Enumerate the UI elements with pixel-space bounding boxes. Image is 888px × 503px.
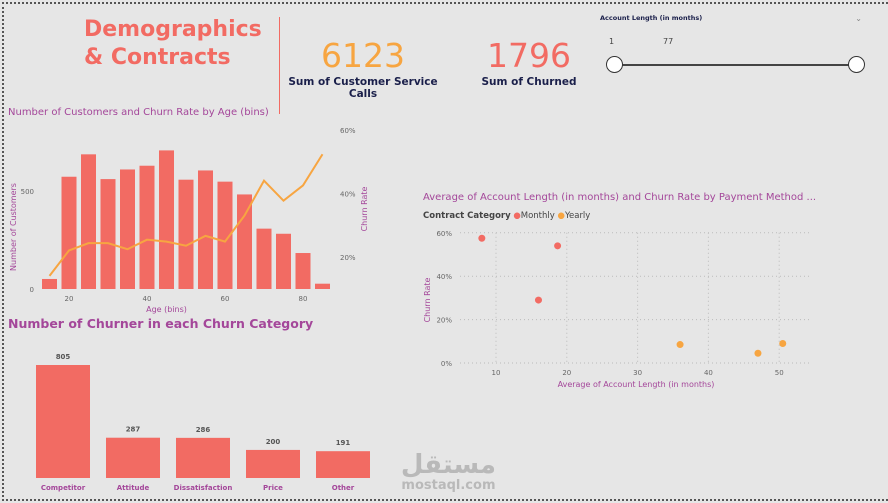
age-bar xyxy=(120,169,135,289)
y2-tick: 60% xyxy=(340,127,356,135)
age-bar xyxy=(217,181,233,289)
slider-track[interactable] xyxy=(614,64,856,66)
category-label: Other xyxy=(332,484,355,492)
x-tick: 40 xyxy=(704,369,713,377)
age-bar xyxy=(295,253,311,289)
category-label: Price xyxy=(263,484,283,492)
scatter-legend: Contract Category ●Monthly ●Yearly xyxy=(423,211,590,221)
category-chart-title: Number of Churner in each Churn Category xyxy=(8,316,314,331)
age-bar xyxy=(61,176,77,289)
scatter-point-yearly xyxy=(676,341,684,349)
y-axis-label: Churn Rate xyxy=(423,278,432,323)
y-tick: 0% xyxy=(441,360,452,368)
kpi-churned: 1796 Sum of Churned xyxy=(470,36,588,88)
x-tick: 50 xyxy=(775,369,784,377)
scatter-chart-title: Average of Account Length (in months) an… xyxy=(423,192,817,203)
age-bar xyxy=(139,165,155,289)
kpi-value: 6123 xyxy=(321,36,405,75)
y-tick: 0 xyxy=(30,286,34,294)
slider-max-handle[interactable] xyxy=(848,56,865,73)
category-bar xyxy=(106,437,160,478)
legend-monthly[interactable]: Monthly xyxy=(520,211,555,221)
data-label: 200 xyxy=(266,438,281,446)
slicer-max-input[interactable]: 77 xyxy=(663,37,674,46)
age-bar xyxy=(256,228,272,289)
title-line1: Demographics xyxy=(84,17,262,42)
legend-yearly[interactable]: Yearly xyxy=(564,211,591,221)
data-label: 191 xyxy=(336,439,351,447)
x-axis-label: Average of Account Length (in months) xyxy=(558,380,715,389)
slider-min-handle[interactable] xyxy=(606,56,623,73)
y-tick: 40% xyxy=(436,273,452,281)
y2-tick: 40% xyxy=(340,190,356,198)
slicer-label: Account Length (in months) xyxy=(600,14,703,22)
age-bar xyxy=(315,283,330,289)
account-length-slicer[interactable]: Account Length (in months) ⌄ 1 77 xyxy=(600,14,870,84)
category-label: Dissatisfaction xyxy=(174,484,233,492)
y-tick: 500 xyxy=(21,188,34,196)
x-tick: 20 xyxy=(65,295,74,303)
x-tick: 20 xyxy=(562,369,571,377)
churn-rate-line xyxy=(48,153,324,277)
divider xyxy=(279,17,280,114)
scatter-point-monthly xyxy=(554,242,562,250)
category-label: Competitor xyxy=(41,484,86,492)
title-line2: & Contracts xyxy=(84,45,231,70)
category-bar xyxy=(36,365,90,478)
kpi-value: 1796 xyxy=(487,36,571,75)
legend-title: Contract Category xyxy=(423,211,511,221)
y-tick: 60% xyxy=(436,230,452,238)
age-bar xyxy=(276,233,291,289)
y2-axis-label: Churn Rate xyxy=(360,187,369,232)
y-axis-label: Number of Customers xyxy=(9,183,18,271)
scatter-point-monthly xyxy=(478,234,486,242)
y-tick: 20% xyxy=(436,317,452,325)
age-bar xyxy=(159,150,174,289)
age-bar xyxy=(81,154,96,289)
age-bar xyxy=(198,170,213,289)
watermark-logo: مستقل mostaql.com xyxy=(400,450,496,493)
age-bar xyxy=(178,179,194,289)
category-chart: 805 Competitor 287 Attitude 286 Dissatisfacti… xyxy=(36,353,370,492)
category-label: Attitude xyxy=(117,484,150,492)
kpi-service-calls: 6123 Sum of Customer Service Calls xyxy=(283,36,443,100)
x-tick: 40 xyxy=(143,295,152,303)
data-label: 286 xyxy=(196,426,211,434)
category-bar xyxy=(176,437,230,478)
slicer-min-input[interactable]: 1 xyxy=(609,37,615,46)
age-chart: 0 500 20% 40% 60% 20 40 60 80 Age (bins) Number of… xyxy=(9,127,369,314)
age-bar xyxy=(42,278,57,289)
age-bar xyxy=(237,194,252,289)
kpi-label: Sum of Customer Service Calls xyxy=(288,76,438,100)
page-title: Demographics & Contracts xyxy=(84,16,262,72)
x-tick: 10 xyxy=(492,369,501,377)
x-tick: 80 xyxy=(299,295,308,303)
x-tick: 60 xyxy=(221,295,230,303)
data-label: 287 xyxy=(126,426,141,434)
category-bar xyxy=(316,451,370,478)
y2-tick: 20% xyxy=(340,254,356,262)
chevron-down-icon[interactable]: ⌄ xyxy=(855,14,862,23)
legend-dot-monthly: ● xyxy=(513,211,521,221)
scatter-point-yearly xyxy=(779,339,787,347)
legend-dot-yearly: ● xyxy=(557,211,565,221)
age-chart-title: Number of Customers and Churn Rate by Ag… xyxy=(8,107,269,118)
data-label: 805 xyxy=(56,353,71,361)
x-tick: 30 xyxy=(633,369,642,377)
scatter-point-monthly xyxy=(534,296,542,304)
category-bar xyxy=(246,449,300,478)
scatter-point-yearly xyxy=(754,349,762,357)
x-axis-label: Age (bins) xyxy=(146,305,187,314)
scatter-chart: 0% 20% 40% 60% 10 20 30 40 50 Average of Account … xyxy=(423,230,812,389)
kpi-label: Sum of Churned xyxy=(481,76,577,88)
age-bar xyxy=(100,179,116,289)
